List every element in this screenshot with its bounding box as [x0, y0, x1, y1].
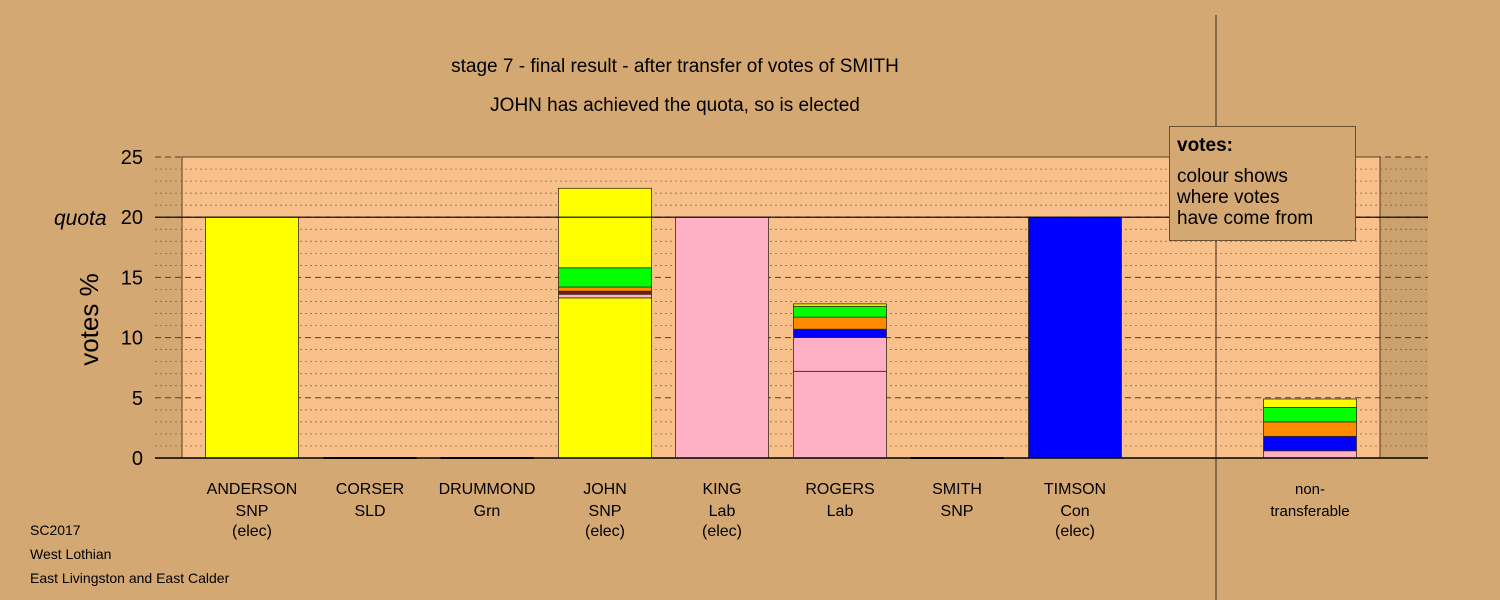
y-tick-label: 20	[121, 207, 143, 229]
bar-john-segment	[558, 297, 652, 459]
candidate-party-label: SNP	[589, 503, 622, 520]
candidate-party-label: SNP	[941, 503, 974, 520]
candidate-name-label: ROGERS	[805, 481, 874, 498]
quota-label: quota	[54, 207, 107, 230]
candidate-status-label: (elec)	[1055, 523, 1095, 540]
footer-year: SC2017	[30, 522, 81, 538]
y-tick-label: 5	[132, 388, 143, 410]
chart-subtitle: JOHN has achieved the quota, so is elect…	[490, 95, 860, 116]
footer-ward: East Livingston and East Calder	[30, 570, 230, 586]
candidate-name-label: SMITH	[932, 481, 982, 498]
legend-title: votes:	[1177, 135, 1233, 156]
y-tick-label: 10	[121, 328, 143, 350]
bar-nontransferable-segment	[1263, 407, 1357, 423]
candidate-party-label: Grn	[474, 503, 501, 520]
y-tick-label: 15	[121, 267, 143, 289]
bar-nontransferable-segment	[1263, 435, 1357, 452]
bar-rogers-segment	[793, 328, 887, 338]
legend-box: votes: colour shows where votes have com…	[1169, 126, 1356, 241]
nontransferable-label-1: non-	[1295, 481, 1325, 498]
bar-anderson-segment	[205, 216, 299, 459]
chart-title: stage 7 - final result - after transfer …	[451, 56, 899, 77]
legend-line-2: where votes	[1177, 187, 1280, 208]
bar-john-segment	[558, 286, 652, 292]
candidate-status-label: (elec)	[702, 523, 742, 540]
y-tick-label: 0	[132, 448, 143, 470]
candidate-party-label: Lab	[709, 503, 736, 520]
y-tick-label: 25	[121, 147, 143, 169]
bar-timson-segment	[1028, 216, 1122, 459]
legend-line-1: colour shows	[1177, 166, 1288, 187]
candidate-party-label: Con	[1060, 503, 1089, 520]
y-axis-label: votes %	[74, 273, 104, 366]
candidate-name-label: JOHN	[583, 481, 627, 498]
candidate-status-label: (elec)	[585, 523, 625, 540]
legend-line-3: have come from	[1177, 208, 1314, 229]
bar-king-segment	[675, 216, 769, 459]
footer-council: West Lothian	[30, 546, 112, 562]
bar-nontransferable-segment	[1263, 398, 1357, 408]
candidate-party-label: SLD	[354, 503, 385, 520]
bar-rogers-segment	[793, 316, 887, 330]
candidate-status-label: (elec)	[232, 523, 272, 540]
candidate-party-label: SNP	[236, 503, 269, 520]
bar-rogers-segment	[793, 305, 887, 318]
candidate-name-label: CORSER	[336, 481, 404, 498]
candidate-name-label: DRUMMOND	[439, 481, 536, 498]
nontransferable-label-2: transferable	[1270, 503, 1349, 520]
bar-rogers-segment	[793, 370, 887, 459]
bar-john-segment	[558, 187, 652, 269]
candidate-name-label: ANDERSON	[207, 481, 298, 498]
right-margin-zone	[1380, 157, 1428, 458]
bar-john-segment	[558, 293, 652, 299]
bar-john-segment	[558, 267, 652, 288]
bar-rogers-segment	[793, 303, 887, 307]
candidate-name-label: KING	[702, 481, 741, 498]
bar-nontransferable-segment	[1263, 421, 1357, 437]
candidate-party-label: Lab	[827, 503, 854, 520]
bar-rogers-segment	[793, 337, 887, 372]
bar-nontransferable-segment	[1263, 450, 1357, 459]
candidate-name-label: TIMSON	[1044, 481, 1106, 498]
